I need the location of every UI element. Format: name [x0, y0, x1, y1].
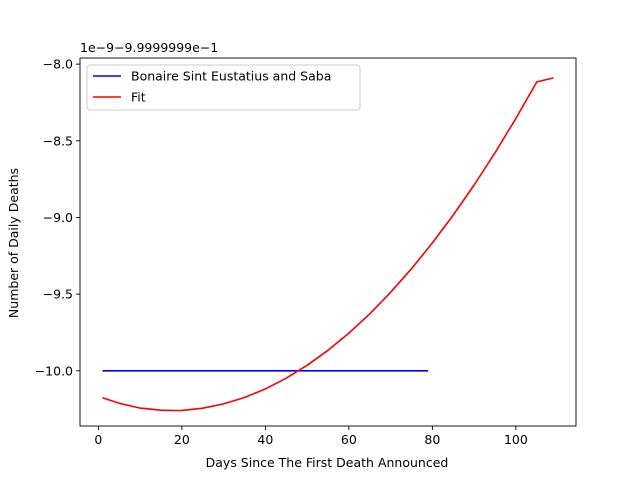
legend-entry-label: Fit	[131, 90, 146, 105]
x-axis-label: Days Since The First Death Announced	[206, 455, 449, 470]
y-tick-label: −9.0	[43, 210, 73, 225]
axes-frame	[79, 57, 577, 427]
x-tick-label: 60	[341, 432, 357, 447]
legend-entry-label: Bonaire Sint Eustatius and Saba	[131, 69, 331, 84]
y-axis-label: Number of Daily Deaths	[6, 168, 21, 318]
y-tick-label: −9.5	[43, 287, 73, 302]
y-tick-label: −8.5	[43, 133, 73, 148]
x-tick-label: 100	[504, 432, 528, 447]
x-tick-label: 80	[424, 432, 440, 447]
y-tick-label: −10.0	[35, 363, 73, 378]
series-line-fit	[102, 77, 554, 412]
legend-box	[86, 64, 361, 111]
axes	[79, 57, 577, 427]
x-tick-label: 0	[94, 432, 102, 447]
ticks: 0 20 40 60 80 100 −10.0 −9.5 −9.0 −8.5 −8.0	[35, 57, 528, 447]
x-tick-label: 40	[257, 432, 273, 447]
legend: Bonaire Sint Eustatius and Saba Fit	[86, 64, 361, 111]
plot-area	[102, 77, 554, 412]
y-tick-label: −8.0	[43, 57, 73, 72]
axis-offset-label: 1e−9−9.9999999e−1	[80, 40, 218, 55]
x-tick-label: 20	[174, 432, 190, 447]
